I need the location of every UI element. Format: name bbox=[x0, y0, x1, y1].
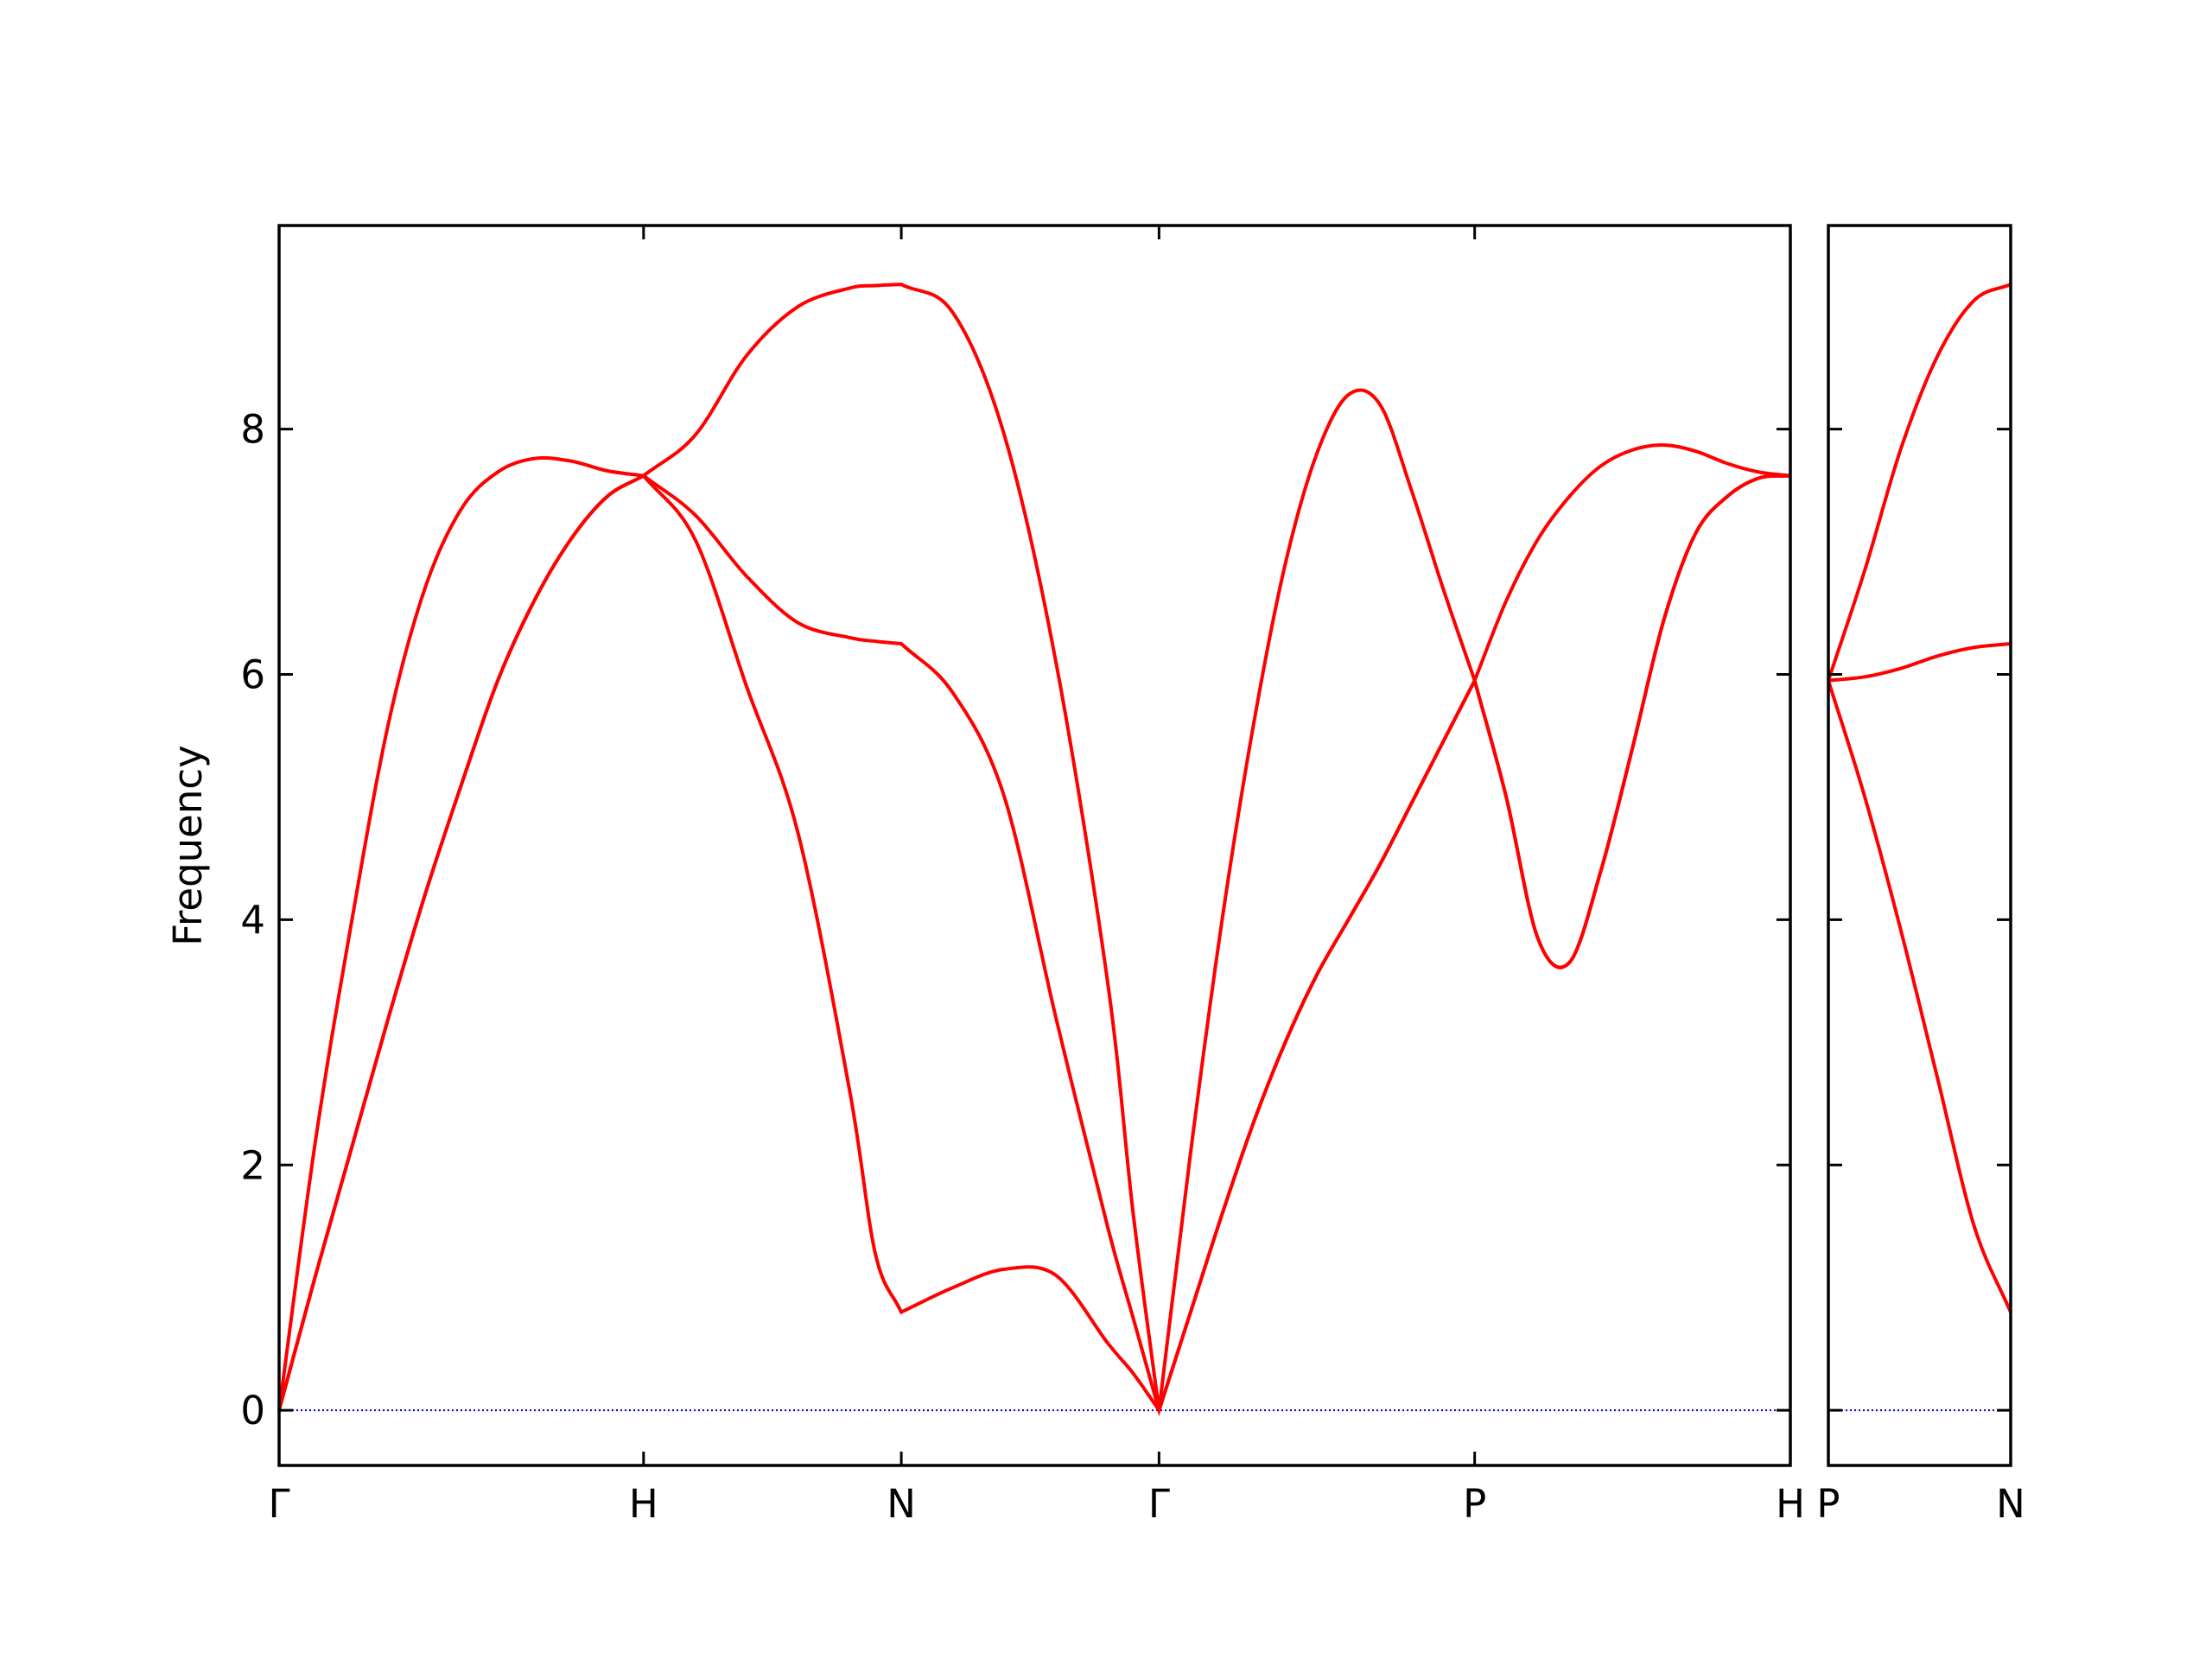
y-tick-label: 4 bbox=[240, 897, 265, 943]
x-tick-label: P bbox=[1463, 1481, 1486, 1527]
x-tick-label: H bbox=[629, 1481, 658, 1527]
y-axis-label: Frequency bbox=[165, 745, 211, 945]
x-tick-label: P bbox=[1816, 1481, 1840, 1527]
x-tick-label: Γ bbox=[1148, 1481, 1170, 1527]
band-line bbox=[277, 473, 1791, 1414]
band-line bbox=[277, 283, 1791, 1411]
y-tick-label: 6 bbox=[240, 652, 265, 697]
band-line bbox=[1827, 679, 2012, 1313]
y-tick-label: 8 bbox=[240, 407, 265, 453]
x-tick-label: N bbox=[887, 1481, 916, 1527]
y-tick-label: 0 bbox=[240, 1388, 265, 1433]
plot-frame bbox=[1827, 224, 2012, 1467]
band-line bbox=[277, 474, 1791, 1417]
x-tick-label: Γ bbox=[268, 1481, 289, 1527]
y-tick-label: 2 bbox=[240, 1142, 265, 1188]
band-line bbox=[1827, 642, 2012, 683]
x-tick-label: N bbox=[1996, 1481, 2025, 1527]
band-line bbox=[1827, 283, 2012, 682]
plot-frame bbox=[277, 224, 1792, 1467]
x-tick-label: H bbox=[1776, 1481, 1805, 1527]
